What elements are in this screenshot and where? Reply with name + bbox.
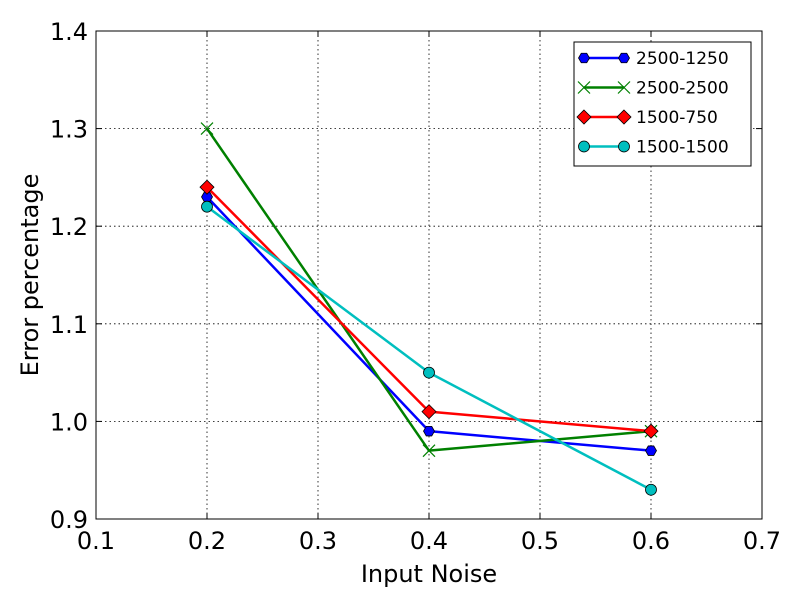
y-tick-label: 0.9 (50, 506, 88, 534)
legend-marker (616, 109, 632, 125)
data-point-1500-750 (421, 404, 437, 420)
legend-marker (618, 52, 630, 64)
x-tick-label: 0.5 (521, 527, 559, 555)
x-tick-label: 0.2 (188, 527, 226, 555)
legend-label: 1500-1500 (636, 138, 729, 158)
marker-stroke (200, 122, 214, 136)
legend-label: 2500-2500 (636, 79, 729, 99)
data-point-1500-1500 (201, 200, 213, 213)
y-tick-label: 1.3 (50, 116, 88, 144)
legend-marker (577, 81, 591, 94)
legend-label: 2500-1250 (636, 49, 729, 69)
data-point-2500-1250 (645, 445, 657, 456)
data-point-1500-750 (199, 179, 215, 195)
x-tick-label: 0.6 (632, 527, 670, 555)
data-point-2500-1250 (423, 425, 435, 437)
data-point-1500-1500 (645, 483, 657, 496)
legend-entry-1500-1500: 1500-1500 (578, 138, 729, 158)
data-point-2500-2500 (422, 444, 436, 458)
legend-entry-1500-750: 1500-750 (576, 108, 718, 128)
marker-stroke (617, 81, 631, 94)
marker-stroke (422, 444, 436, 458)
marker-stroke (577, 81, 591, 94)
x-tick-label: 0.4 (410, 527, 448, 555)
data-point-1500-1500 (423, 366, 435, 379)
legend-entry-2500-2500: 2500-2500 (577, 79, 729, 99)
x-tick-label: 0.7 (743, 527, 781, 555)
data-point-1500-750 (643, 423, 659, 439)
y-tick-label: 1.2 (50, 213, 88, 241)
legend-label: 1500-750 (636, 108, 718, 128)
y-tick-label: 1.0 (50, 408, 88, 436)
y-tick-label: 1.4 (50, 18, 88, 46)
legend-entry-2500-1250: 2500-1250 (578, 49, 729, 69)
y-tick-label: 1.1 (50, 311, 88, 339)
legend-marker (578, 140, 590, 153)
legend-marker (578, 52, 590, 64)
legend-marker (576, 109, 592, 125)
x-tick-label: 0.1 (77, 527, 115, 555)
y-axis-label: Error percentage (16, 174, 44, 377)
x-tick-label: 0.3 (299, 527, 337, 555)
x-axis-label: Input Noise (361, 560, 497, 588)
data-point-2500-2500 (200, 122, 214, 136)
legend-marker (618, 140, 630, 153)
legend-marker (617, 81, 631, 94)
